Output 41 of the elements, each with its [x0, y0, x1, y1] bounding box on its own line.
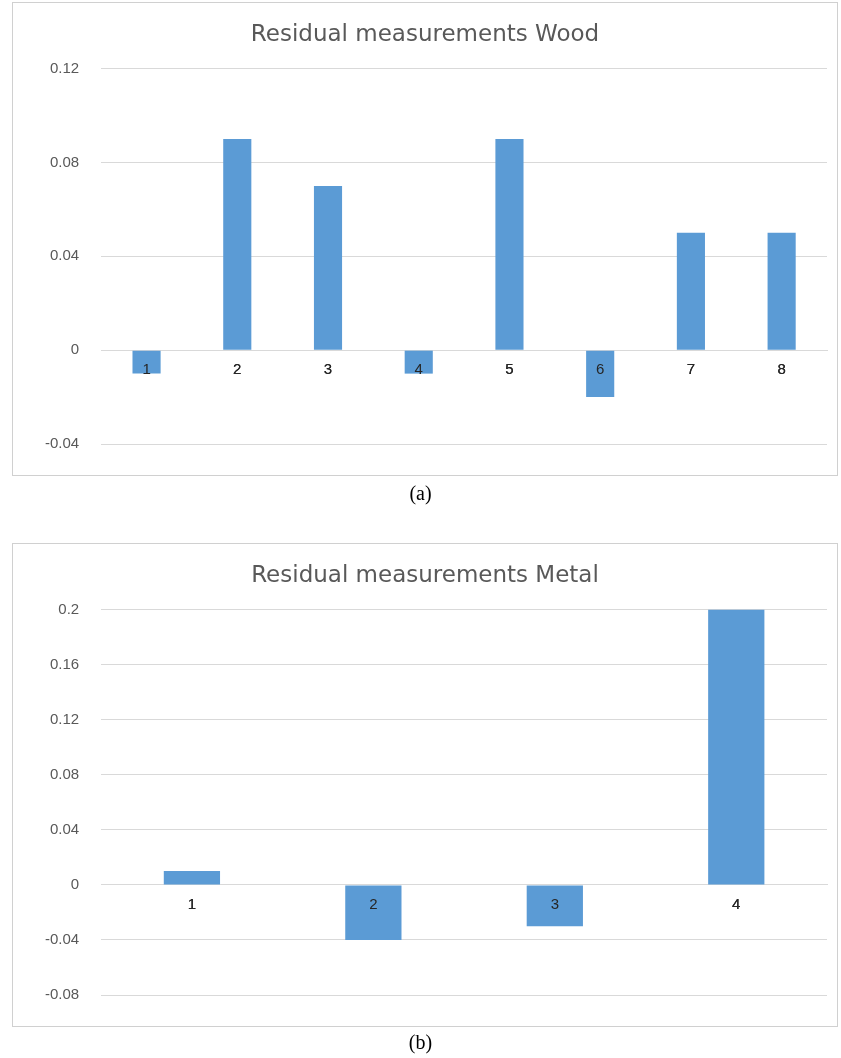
- bar: [163, 871, 221, 885]
- x-tick-label: 2: [233, 360, 242, 378]
- y-tick-label: -0.04: [44, 930, 80, 948]
- bar: [676, 232, 705, 350]
- bar: [223, 138, 252, 350]
- y-tick-label: 0.04: [49, 819, 80, 837]
- y-tick-label: 0.12: [49, 58, 80, 76]
- y-tick-label: 0: [70, 340, 80, 358]
- x-tick-label: 7: [686, 360, 696, 378]
- x-tick-label: 2: [369, 895, 378, 913]
- bar: [345, 885, 402, 940]
- chart-title: Residual measurements Wood: [250, 19, 600, 46]
- bar: [132, 350, 161, 374]
- bar: [708, 609, 765, 885]
- x-tick-label: 3: [323, 360, 333, 378]
- x-tick-label: 4: [732, 895, 741, 913]
- text: (a): [408, 482, 433, 505]
- x-tick-label: 3: [550, 895, 559, 913]
- y-tick-label: 0: [70, 875, 80, 893]
- text: (b): [407, 1031, 434, 1054]
- x-tick-label: 8: [777, 360, 786, 378]
- x-tick-label: 6: [596, 360, 605, 378]
- y-tick-label: 0.2: [58, 599, 80, 617]
- x-tick-label: 1: [187, 895, 197, 913]
- y-tick-label: 0.04: [49, 246, 80, 264]
- bar: [767, 232, 796, 350]
- bar: [526, 885, 583, 927]
- y-tick-label: -0.08: [44, 985, 80, 1003]
- chart-title: Residual measurements Metal: [251, 560, 599, 587]
- bar: [404, 350, 433, 374]
- y-tick-label: -0.04: [44, 434, 80, 452]
- bar: [495, 138, 524, 350]
- y-tick-label: 0.16: [49, 654, 80, 672]
- y-tick-label: 0.08: [49, 764, 80, 782]
- x-tick-label: 4: [414, 360, 423, 378]
- y-tick-label: 0.08: [49, 152, 80, 170]
- x-tick-label: 5: [505, 360, 514, 378]
- y-tick-label: 0.12: [49, 709, 80, 727]
- x-tick-label: 1: [142, 360, 151, 378]
- bar: [313, 185, 343, 350]
- bar: [586, 350, 615, 398]
